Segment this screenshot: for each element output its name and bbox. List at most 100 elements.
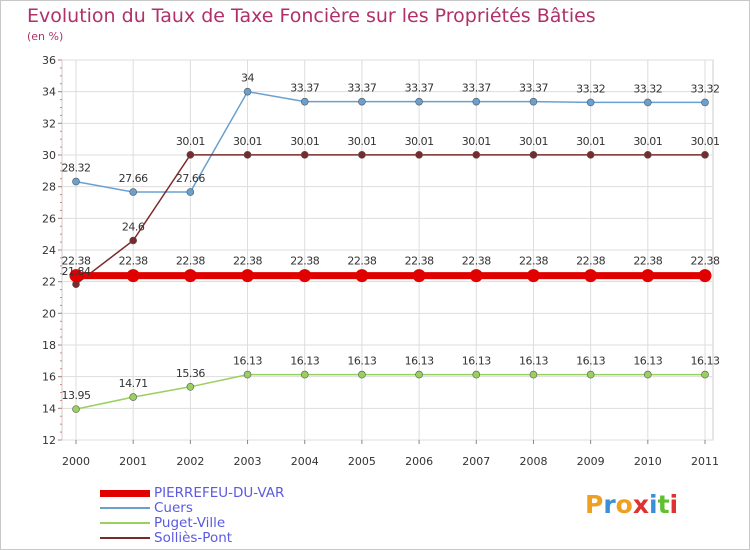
data-label: 16.13 [519,355,548,368]
legend-label-puget-ville: Puget-Ville [154,515,226,531]
data-label: 16.13 [691,355,720,368]
data-label: 16.13 [462,355,491,368]
data-label: 22.38 [347,255,376,268]
data-point [412,269,426,283]
legend-swatch-sollies-pont [100,537,150,539]
data-point [243,370,252,379]
y-axis-unit-label: (en %) [27,30,64,43]
data-point [186,151,195,159]
y-tick-label: 26 [42,212,56,225]
logo-letter: t [657,490,670,519]
data-label: 14.71 [119,377,148,390]
data-point [186,382,195,391]
y-tick-label: 18 [42,339,56,352]
data-label: 34 [241,72,254,85]
x-tick-label: 2004 [291,455,319,468]
data-point [469,269,483,283]
data-point [701,370,709,379]
data-label: 22.38 [233,255,262,268]
legend-label-pierrefeu: PIERREFEU-DU-VAR [154,485,285,501]
data-point [529,97,538,106]
y-tick-label: 32 [42,117,56,130]
data-point [415,370,423,379]
series-line-3 [75,154,705,285]
data-label: 27.66 [119,172,148,185]
data-label: 33.32 [691,82,720,95]
proxiti-logo: Proxiti [585,490,678,519]
data-label: 13.95 [62,389,91,402]
y-tick-label: 14 [42,402,56,415]
data-point [586,370,595,379]
data-label: 16.13 [347,355,376,368]
data-label: 30.01 [462,135,491,148]
legend-label-cuers: Cuers [154,500,193,516]
series-line-2 [75,373,705,410]
data-label: 30.01 [519,135,548,148]
data-point [701,151,709,159]
logo-letter: r [603,490,616,519]
data-label: 33.32 [633,82,662,95]
legend-swatch-cuers [100,507,150,509]
data-label: 28.32 [62,162,91,175]
data-point [586,151,595,159]
data-label: 30.01 [633,135,662,148]
data-label: 33.37 [347,82,376,95]
x-tick-label: 2003 [234,455,262,468]
data-point [69,269,83,283]
data-label: 22.38 [519,255,548,268]
data-label: 16.13 [405,355,434,368]
data-point [641,269,655,283]
data-label: 30.01 [290,135,319,148]
logo-letter: i [649,490,658,519]
y-tick-label: 24 [42,244,56,257]
data-label: 21.84 [62,265,91,278]
data-point [298,269,312,283]
data-label: 30.01 [576,135,605,148]
data-point [186,188,195,196]
data-point [586,98,595,107]
data-label: 27.66 [176,172,205,185]
y-tick-label: 28 [42,181,56,194]
data-point [644,370,652,379]
data-point [358,97,366,106]
x-tick-label: 2002 [176,455,204,468]
data-label: 22.38 [119,255,148,268]
data-point [241,269,255,283]
legend-swatch-puget-ville [100,522,150,524]
data-label: 30.01 [176,135,205,148]
data-label: 22.38 [462,255,491,268]
chart-title: Evolution du Taux de Taxe Foncière sur l… [27,5,596,27]
series-line-1 [75,90,705,193]
data-point [72,405,80,413]
data-label: 33.37 [519,82,548,95]
x-tick-label: 2000 [62,455,90,468]
x-tick-label: 2010 [634,455,662,468]
data-point [129,393,137,401]
data-point [300,97,309,106]
data-label: 22.38 [633,255,662,268]
x-tick-label: 2001 [119,455,147,468]
data-point [472,151,481,159]
data-point [300,151,309,159]
x-tick-label: 2009 [577,455,605,468]
data-label: 33.37 [290,82,319,95]
data-label: 16.13 [576,355,605,368]
x-tick-label: 2011 [691,455,719,468]
data-label: 24.6 [122,221,145,234]
x-tick-label: 2008 [519,455,547,468]
data-label: 16.13 [233,355,262,368]
data-point [415,97,423,106]
data-point [644,98,652,107]
data-point [529,370,538,379]
data-label: 30.01 [233,135,262,148]
data-point [300,370,309,379]
logo-letter: x [632,490,649,519]
x-tick-label: 2007 [462,455,490,468]
data-point [358,151,366,159]
data-point [529,151,538,159]
data-label: 15.36 [176,367,205,380]
data-label: 30.01 [347,135,376,148]
data-point [243,151,252,159]
data-label: 33.32 [576,82,605,95]
y-tick-label: 16 [42,371,56,384]
